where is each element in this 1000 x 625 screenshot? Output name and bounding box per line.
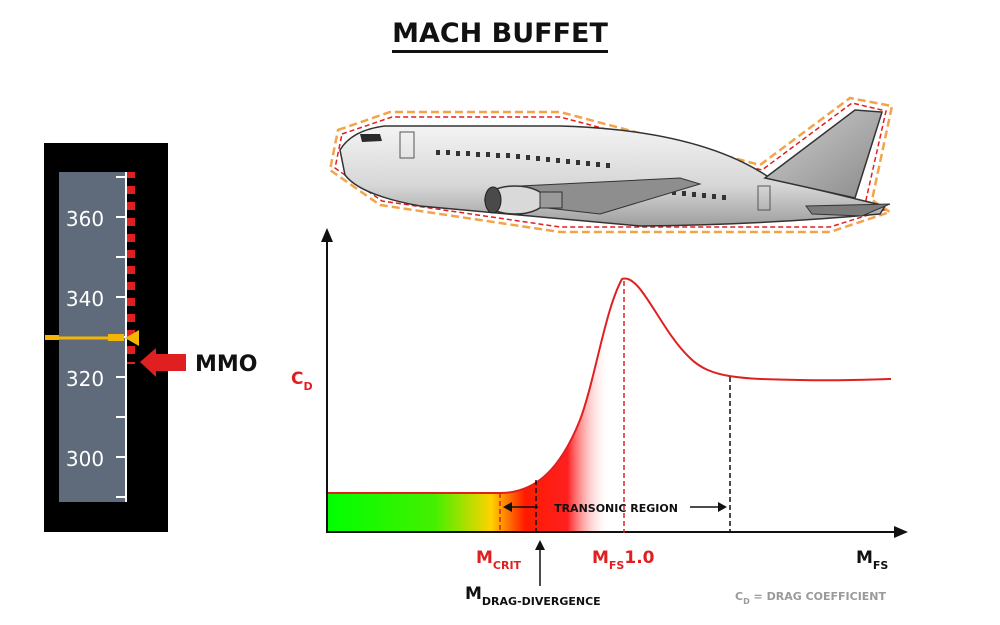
drag-coefficient-graph: TRANSONIC REGION CD MFS MCRIT MFS1.0 MDR… — [291, 228, 908, 608]
arrow-left-icon — [503, 502, 512, 512]
m-drag-divergence-label: MDRAG-DIVERGENCE — [465, 584, 601, 608]
y-axis-label: CD — [291, 369, 313, 393]
tape-tick-label: 340 — [66, 287, 104, 311]
tape-tick-label: 300 — [66, 447, 104, 471]
overspeed-barber-pole — [127, 172, 135, 364]
drag-coefficient-footnote: CD = DRAG COEFFICIENT — [735, 590, 887, 606]
tape-tick-label: 360 — [66, 207, 104, 231]
x-axis-label: MFS — [856, 548, 888, 572]
mmo-arrow-icon — [140, 348, 186, 377]
x-axis-arrow-icon — [894, 526, 908, 538]
drag-curve — [327, 277, 892, 494]
tape-ticks — [116, 176, 126, 498]
transonic-region-label: TRANSONIC REGION — [554, 502, 678, 515]
tape-tick-label: 320 — [66, 367, 104, 391]
drag-rise-area — [327, 279, 622, 532]
speed-trend-triangle-icon — [125, 330, 139, 346]
m-crit-label: MCRIT — [476, 548, 522, 572]
mmo-label: MMO — [195, 352, 258, 377]
airspeed-tape: 360 340 320 300 MMO — [44, 143, 258, 532]
m-fs-label: MFS1.0 — [592, 548, 655, 572]
y-axis-arrow-icon — [321, 228, 333, 242]
m-dd-arrow-icon — [535, 540, 545, 550]
speed-reference-marker — [45, 330, 139, 346]
page-title: MACH BUFFET — [0, 18, 1000, 53]
arrow-right-icon — [718, 502, 727, 512]
airliner-illustration — [328, 96, 894, 234]
